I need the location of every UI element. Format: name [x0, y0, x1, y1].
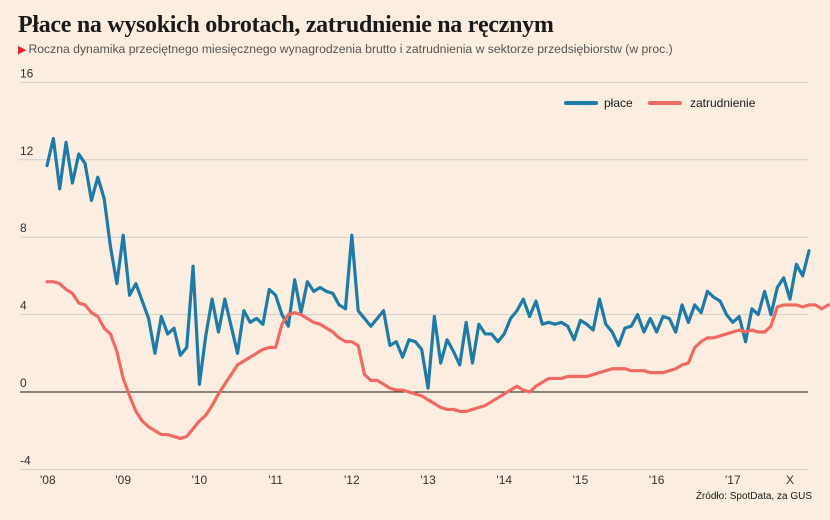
y-tick-label: 0 [20, 376, 27, 390]
series-line-place [45, 136, 811, 390]
triangle-marker-icon: ▶ [18, 44, 27, 56]
source-note: Źródło: SpotData, za GUS [695, 491, 812, 502]
legend-label: płace [604, 96, 633, 110]
legend-label: zatrudnienie [690, 96, 756, 110]
x-tick-label: '11 [268, 473, 283, 487]
y-tick-label: 4 [20, 299, 27, 313]
series-lines [45, 136, 830, 441]
x-tick-label: '17 [725, 473, 741, 487]
x-axis-ticks: '08 '09 '10 '11 '12 '13 '14 '15 '16 '17 X [40, 473, 794, 487]
x-tick-label: '16 [649, 473, 665, 487]
legend: płace zatrudnienie [564, 96, 756, 110]
y-tick-label: -4 [20, 453, 31, 467]
x-tick-label: '13 [420, 473, 436, 487]
x-tick-label: '15 [573, 473, 589, 487]
x-tick-label: '08 [40, 473, 56, 487]
chart-title: Płace na wysokich obrotach, zatrudnienie… [18, 12, 554, 38]
y-tick-label: 8 [20, 221, 27, 235]
y-axis-ticks: -4 0 4 8 12 16 [20, 66, 34, 467]
x-tick-label: '09 [115, 473, 131, 487]
x-tick-label: '12 [344, 473, 360, 487]
y-tick-label: 16 [20, 66, 34, 80]
x-tick-label: '14 [496, 473, 512, 487]
chart-subtitle: ▶ Roczna dynamika przeciętnego miesięczne… [18, 42, 673, 56]
gridlines [20, 82, 808, 470]
x-tick-label: X [786, 473, 794, 487]
series-line-zatrudnienie [45, 280, 830, 441]
x-tick-label: '10 [192, 473, 208, 487]
chart-subtitle-text: Roczna dynamika przeciętnego miesięczneg… [28, 42, 673, 56]
y-tick-label: 12 [20, 144, 34, 158]
